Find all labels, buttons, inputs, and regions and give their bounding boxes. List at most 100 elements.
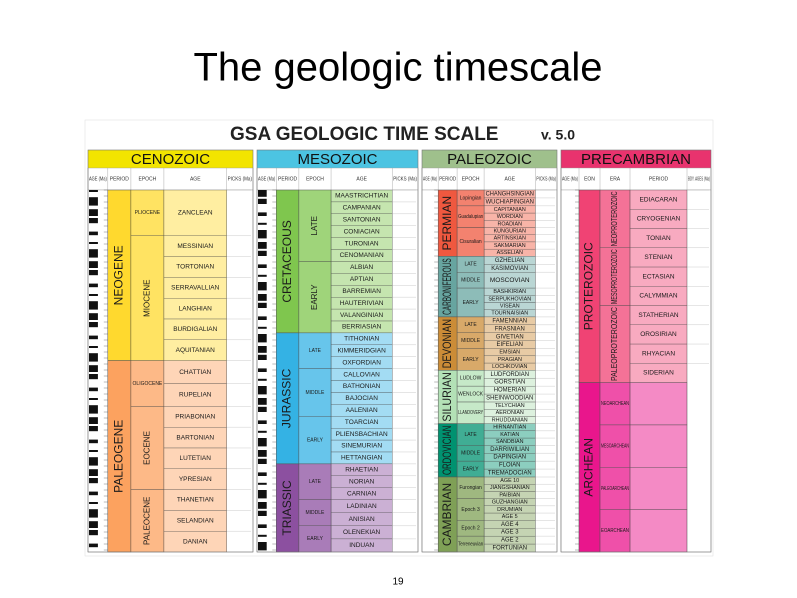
polarity-stripe bbox=[258, 458, 267, 464]
period-label: PROTEROZOIC bbox=[582, 242, 596, 330]
stage-label: MAASTRICHTIAN bbox=[335, 193, 388, 200]
polarity-stripe bbox=[89, 450, 98, 452]
polarity-stripe bbox=[258, 472, 267, 476]
column-header: AGE (Ma) bbox=[423, 176, 437, 182]
stage-label: VALANGINIAN bbox=[340, 312, 384, 319]
polarity-stripe bbox=[89, 387, 98, 392]
epoch-label: Terreneuvian bbox=[458, 541, 483, 547]
stage-label: CENOMANIAN bbox=[340, 252, 384, 259]
polarity-stripe bbox=[258, 190, 267, 197]
stage-label: ARTINSKIAN bbox=[494, 236, 526, 242]
polarity-stripe bbox=[258, 334, 267, 343]
epoch-label: Lopingian bbox=[460, 195, 482, 201]
epoch-label: LATE bbox=[465, 432, 478, 438]
polarity-stripe bbox=[258, 398, 267, 405]
age-ruler bbox=[560, 189, 580, 553]
stage-label: BARTONIAN bbox=[176, 434, 214, 441]
stage-label: GORSTIAN bbox=[494, 380, 525, 386]
column-header: EPOCH bbox=[139, 176, 157, 182]
stage-label: SANTONIAN bbox=[343, 216, 381, 223]
stage-label: HETTANGIAN bbox=[341, 455, 383, 462]
polarity-stripe bbox=[89, 218, 98, 224]
column-header: AGE bbox=[190, 176, 201, 182]
column-header: AGE (Ma) bbox=[258, 176, 276, 182]
stage-label: BERRIASIAN bbox=[342, 324, 382, 331]
column-header: PERIOD bbox=[649, 176, 669, 182]
stage-label: DARRIWILIAN bbox=[490, 447, 529, 453]
age-ruler bbox=[421, 189, 439, 553]
stage-cell bbox=[629, 467, 688, 510]
epoch-cell bbox=[599, 247, 631, 306]
stage-label: TOURNAISIAN bbox=[491, 311, 528, 317]
stage-label: KUNGURIAN bbox=[494, 229, 526, 235]
epoch-label: Cisuralian bbox=[459, 239, 481, 245]
stage-label: PRAGIAN bbox=[498, 357, 522, 363]
stage-label: CHANGHSINGIAN bbox=[486, 192, 534, 198]
polarity-stripe bbox=[89, 270, 98, 276]
column-header: AGE (Ma) bbox=[89, 176, 107, 182]
stage-label: SHEINWOODIAN bbox=[486, 396, 533, 402]
stage-label: DAPINGIAN bbox=[493, 455, 526, 461]
epoch-label: EOARCHEAN bbox=[601, 528, 629, 534]
column-header: PERIOD bbox=[278, 176, 298, 182]
polarity-stripe bbox=[89, 283, 98, 288]
epoch-label: PALEOCENE bbox=[143, 497, 152, 545]
polarity-stripe bbox=[258, 406, 267, 412]
stage-label: BAJOCIAN bbox=[345, 395, 378, 402]
epoch-cell bbox=[599, 467, 631, 510]
stage-label: SERRAVALLIAN bbox=[171, 285, 219, 292]
stage-label: AGE 3 bbox=[501, 530, 519, 536]
stage-label: ROADIAN bbox=[497, 221, 522, 227]
epoch-label: LATE bbox=[309, 348, 322, 354]
stage-label: TREMADOCIAN bbox=[488, 471, 532, 477]
stage-label: CAPITANIAN bbox=[494, 207, 526, 213]
epoch-cell bbox=[599, 382, 631, 426]
page-number: 19 bbox=[392, 577, 404, 588]
stage-label: SELANDIAN bbox=[177, 518, 214, 525]
epoch-label: EARLY bbox=[463, 357, 480, 363]
figure-title: GSA GEOLOGIC TIME SCALE bbox=[230, 124, 498, 145]
stage-label: GZHELIAN bbox=[495, 258, 525, 264]
stage-label: MOSCOVIAN bbox=[490, 277, 530, 284]
stage-cell bbox=[629, 509, 688, 553]
polarity-stripe bbox=[89, 197, 98, 206]
polarity-stripe bbox=[258, 378, 267, 381]
polarity-stripe bbox=[89, 491, 98, 496]
panel-header-bar bbox=[88, 150, 253, 168]
epoch-cell bbox=[130, 360, 165, 407]
polarity-stripe bbox=[89, 249, 98, 258]
period-label: CAMBRIAN bbox=[440, 483, 454, 546]
column-header: ERA bbox=[610, 176, 621, 182]
stage-label: TOARCIAN bbox=[345, 419, 379, 426]
epoch-label: LATE bbox=[465, 262, 478, 268]
polarity-stripe bbox=[258, 222, 267, 225]
picks-column bbox=[535, 189, 558, 553]
stage-label: PLIENSBACHIAN bbox=[336, 431, 388, 438]
column-header: EPOCH bbox=[462, 176, 480, 182]
panel-header-bar bbox=[561, 150, 711, 168]
polarity-stripe bbox=[258, 354, 267, 360]
time-panel: PRECAMBRIAN AGE (Ma) EON ERA PERIOD BDY. AGES… bbox=[560, 149, 712, 553]
stage-label: FRASNIAN bbox=[495, 326, 525, 332]
polarity-stripe bbox=[258, 490, 267, 499]
epoch-cell bbox=[298, 416, 332, 465]
polarity-stripe bbox=[258, 438, 267, 447]
polarity-stripe bbox=[258, 316, 267, 320]
column-header: PICKS (Ma) bbox=[536, 176, 556, 182]
polarity-stripe bbox=[89, 301, 98, 310]
polarity-stripe bbox=[89, 190, 98, 192]
panel-border bbox=[87, 149, 254, 553]
polarity-stripe bbox=[89, 335, 98, 340]
polarity-stripe bbox=[258, 242, 267, 249]
epoch-cell bbox=[298, 368, 332, 417]
stage-label: AALENIAN bbox=[346, 407, 378, 414]
epoch-label: NEOPROTEROZOIC bbox=[610, 191, 619, 246]
column-header: EPOCH bbox=[306, 176, 324, 182]
polarity-stripe bbox=[89, 417, 98, 424]
stage-label: CALYMMIAN bbox=[639, 293, 677, 300]
stage-label: HOMERIAN bbox=[494, 388, 526, 394]
epoch-cell bbox=[456, 227, 485, 257]
period-label: SILURIAN bbox=[440, 372, 454, 421]
stage-label: LUTETIAN bbox=[180, 455, 212, 462]
stage-label: TORTONIAN bbox=[176, 264, 214, 271]
